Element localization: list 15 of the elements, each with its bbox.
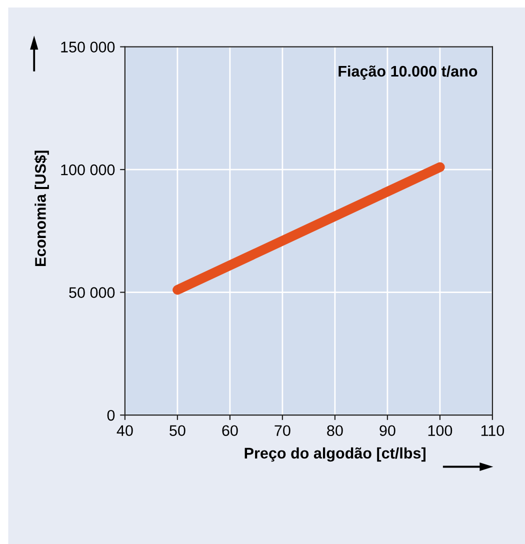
- y-tick-label: 100 000: [61, 164, 115, 176]
- x-tick-label: 50: [170, 425, 186, 436]
- y-tick-label: 150 000: [61, 42, 115, 52]
- x-tick-label: 100: [428, 425, 452, 436]
- x-tick-label: 80: [327, 425, 343, 436]
- x-tick-label: 90: [380, 425, 396, 436]
- y-tick-label: 0: [107, 410, 115, 421]
- y-axis-title: Economia [US$]: [34, 150, 49, 266]
- x-tick-label: 40: [116, 425, 133, 436]
- x-axis-title: Preço do algodão [ct/lbs]: [244, 447, 426, 462]
- x-tick-label: 110: [481, 425, 504, 436]
- y-tick-label: 50 000: [69, 287, 115, 298]
- x-tick-label: 60: [222, 425, 238, 436]
- x-tick-label: 70: [274, 425, 290, 436]
- annotation: Fiação 10.000 t/ano: [338, 65, 478, 80]
